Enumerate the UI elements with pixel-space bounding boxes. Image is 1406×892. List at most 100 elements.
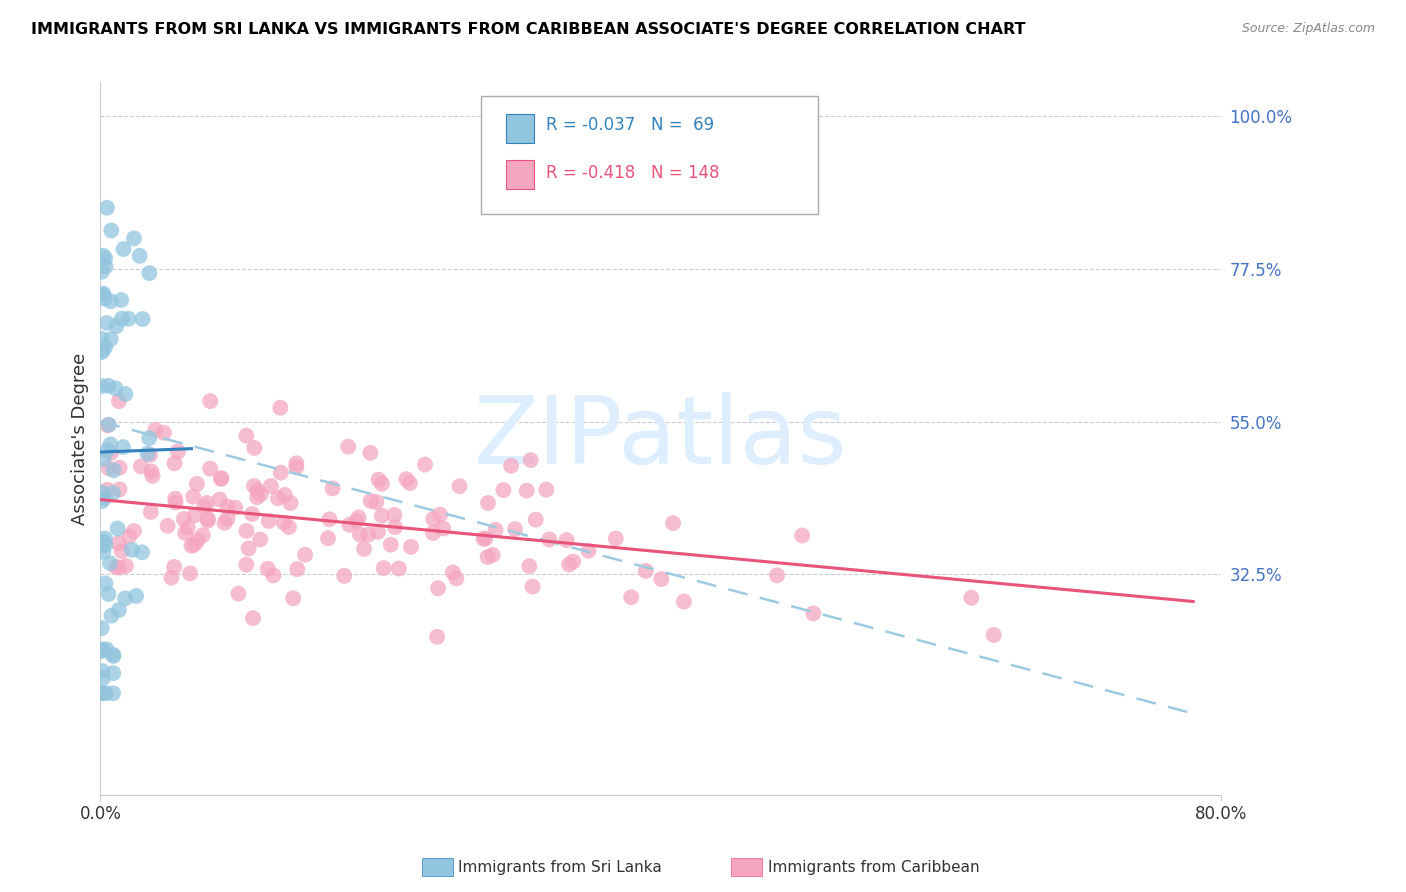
Point — [93, 534, 115, 549]
Point — [243, 441, 266, 455]
Point — [217, 500, 239, 514]
Y-axis label: Associate's Degree: Associate's Degree — [72, 352, 89, 524]
Point — [260, 479, 283, 493]
Point — [474, 532, 496, 546]
Text: ZIPatlas: ZIPatlas — [474, 392, 848, 484]
Point — [558, 558, 581, 572]
Point — [198, 461, 221, 475]
Point — [105, 560, 128, 574]
Point — [138, 431, 160, 445]
Point — [519, 453, 541, 467]
Point — [101, 648, 124, 662]
Point — [446, 572, 468, 586]
Point — [195, 496, 218, 510]
Point — [246, 490, 269, 504]
Point — [100, 437, 122, 451]
Point — [91, 539, 114, 553]
Point — [173, 512, 195, 526]
Point — [91, 545, 114, 559]
Point — [269, 401, 291, 415]
Point — [97, 417, 120, 432]
Point — [122, 231, 145, 245]
Point — [273, 516, 295, 530]
Text: Immigrants from Caribbean: Immigrants from Caribbean — [768, 860, 980, 874]
Point — [111, 544, 134, 558]
Point — [91, 642, 114, 657]
Point — [578, 543, 600, 558]
Point — [536, 483, 558, 497]
Point — [183, 537, 205, 551]
Point — [191, 528, 214, 542]
Point — [472, 532, 495, 546]
Point — [138, 266, 160, 280]
Point — [380, 538, 402, 552]
Point — [983, 628, 1005, 642]
Point — [481, 548, 503, 562]
Point — [90, 332, 112, 346]
Point — [432, 521, 454, 535]
Point — [256, 562, 278, 576]
Point — [224, 500, 246, 515]
Point — [257, 514, 280, 528]
Point — [193, 500, 215, 514]
Point — [441, 566, 464, 580]
Point — [179, 566, 201, 581]
Point — [243, 479, 266, 493]
Point — [94, 340, 117, 354]
Point — [650, 572, 672, 586]
Point — [90, 494, 112, 508]
Point — [118, 529, 141, 543]
FancyBboxPatch shape — [506, 161, 534, 189]
Point — [285, 460, 308, 475]
Point — [249, 533, 271, 547]
Point — [100, 294, 122, 309]
Point — [90, 686, 112, 700]
Point — [97, 587, 120, 601]
Point — [367, 524, 389, 539]
Point — [90, 379, 112, 393]
Point — [517, 559, 540, 574]
Point — [214, 516, 236, 530]
Point — [101, 486, 124, 500]
Point — [100, 332, 122, 346]
Point — [183, 508, 205, 523]
Point — [96, 483, 118, 497]
FancyBboxPatch shape — [506, 114, 534, 143]
Point — [112, 440, 135, 454]
Point — [399, 540, 422, 554]
Point — [562, 555, 585, 569]
Point — [672, 594, 695, 608]
Point — [94, 686, 117, 700]
Point — [107, 603, 129, 617]
Point — [235, 524, 257, 538]
Point — [103, 648, 125, 663]
Point — [499, 458, 522, 473]
Point — [246, 483, 269, 498]
Point — [217, 512, 239, 526]
Point — [281, 591, 304, 606]
Point — [136, 447, 159, 461]
Point — [96, 642, 118, 657]
Point — [384, 520, 406, 534]
Point — [163, 456, 186, 470]
Point — [94, 252, 117, 266]
Point — [360, 494, 382, 508]
Point — [187, 533, 209, 547]
Point — [524, 513, 547, 527]
Point — [503, 522, 526, 536]
Text: Source: ZipAtlas.com: Source: ZipAtlas.com — [1241, 22, 1375, 36]
Point — [91, 288, 114, 302]
Point — [107, 521, 129, 535]
Point — [177, 520, 200, 534]
Point — [538, 533, 561, 547]
Text: R = -0.037   N =  69: R = -0.037 N = 69 — [547, 116, 714, 134]
Point — [960, 591, 983, 605]
Point — [605, 532, 627, 546]
Point — [143, 423, 166, 437]
Point — [180, 539, 202, 553]
Point — [97, 461, 120, 475]
Point — [357, 527, 380, 541]
Point — [267, 491, 290, 506]
Point — [110, 293, 132, 307]
Point — [322, 482, 344, 496]
